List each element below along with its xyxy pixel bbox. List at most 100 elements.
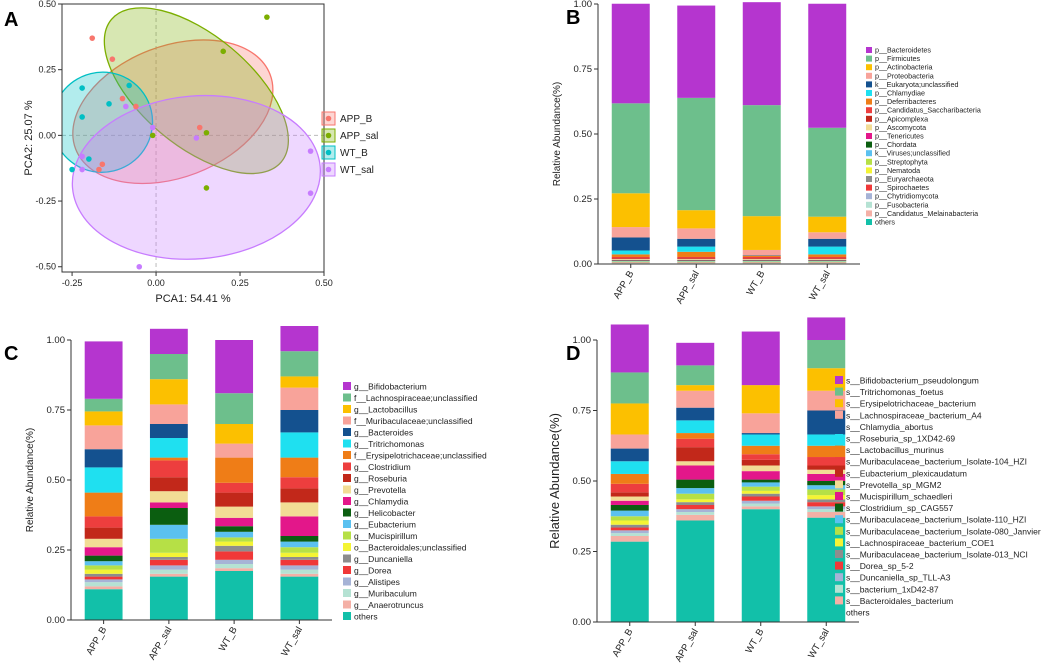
bar-segment-p-actinobacteria: [742, 216, 781, 250]
bar-segment-p-ascomycota: [611, 259, 650, 260]
legend-label: f__Lachnospiraceae;unclassified: [354, 393, 478, 403]
y-tick-label: 0.00: [47, 615, 66, 626]
bar-segment-g-helicobacter: [215, 526, 254, 532]
legend-label: k__Viruses;unclassified: [875, 149, 950, 158]
point-app-b: [96, 166, 102, 173]
legend-label: s__Muribaculaceae_bacterium_Isolate-013_…: [846, 550, 1028, 560]
bar-segment-p-deferribacteres: [808, 254, 847, 257]
panel-letter: C: [4, 343, 18, 365]
legend-swatch: [835, 538, 843, 547]
bar-segment-s-lachnospiraceae-bacterium-a4: [676, 390, 715, 408]
bar-segment-s-eubacterium-plexicaudatum: [807, 465, 846, 470]
bar-segment-g-chlamydia: [149, 502, 188, 508]
bar-segment-s-lachnospiraceae-bacterium-coe1: [741, 490, 780, 494]
bar-segment-g-helicobacter: [84, 555, 123, 562]
bar-segment-f-erysipelotrichaceae-unclassified: [84, 492, 123, 517]
point-wt-sal: [149, 124, 156, 131]
legend-swatch: [835, 387, 843, 396]
legend-label: s__Muribaculaceae_bacterium_Isolate-104_…: [846, 457, 1027, 467]
legend-swatch: [866, 193, 872, 200]
bar-segment-g-bacteroides: [280, 410, 319, 433]
x-axis-label: PCA1: 54.41 %: [155, 293, 230, 305]
bar-segment-p-chordata: [611, 260, 650, 261]
bar-segment-g-anaerotruncus: [215, 568, 254, 571]
bar-segment-k-viruses-unclassified: [742, 260, 781, 262]
bar-segment-g-dorea: [149, 559, 188, 566]
legend-point: [325, 115, 332, 122]
legend-swatch: [343, 589, 351, 597]
legend-label: s__Duncaniella_sp_TLL-A3: [846, 573, 951, 583]
bar-segment-p-tenericutes: [808, 259, 847, 261]
bar-segment-s-chlamydia-abortus: [741, 433, 780, 435]
x-tick-label: APP_sal: [147, 625, 175, 662]
bar-segment-p-streptophyta: [611, 261, 650, 262]
legend-label: s__Lactobacillus_murinus: [846, 445, 944, 455]
legend-swatch: [835, 445, 843, 454]
bar-segment-g-lactobacillus: [280, 376, 319, 388]
point-app-b: [196, 124, 203, 131]
bar-segment-f-lachnospiraceae-unclassified: [280, 351, 319, 377]
legend-swatch: [835, 573, 843, 582]
legend-swatch: [866, 115, 872, 122]
panel-letter: B: [566, 7, 580, 29]
bar-segment-f-erysipelotrichaceae-unclassified: [215, 457, 254, 483]
legend-label: others: [354, 612, 378, 622]
bar-segment-s-roseburia-sp-1xd42-69: [610, 461, 649, 474]
legend-label: p__Deferribacteres: [875, 97, 937, 106]
panel-letter: A: [4, 9, 18, 31]
bar-segment-s-mucispirillum-schaedleri: [741, 471, 780, 480]
bar-segment-s-chlamydia-abortus: [610, 448, 649, 462]
x-tick-label: APP_B: [612, 269, 637, 301]
bar-segment-s-muribaculaceae-bacterium-isolate-110-hzi: [807, 485, 846, 490]
bar-segment-s-duncaniella-sp-tll-a3: [610, 530, 649, 534]
y-tick-label: -0.25: [35, 196, 56, 206]
bar-segment-s-lactobacillus-murinus: [807, 445, 846, 458]
bar-segment-s-bifidobacterium-pseudolongum: [741, 331, 780, 386]
legend-label: g__Alistipes: [354, 577, 400, 587]
legend-swatch: [835, 492, 843, 500]
bar-segment-s-muribaculaceae-bacterium-isolate-110-hzi: [610, 510, 649, 517]
bar-segment-s-bacteroidales-bacterium: [807, 512, 846, 518]
bar-segment-g-helicobacter: [280, 536, 319, 542]
bar-segment-g-dorea: [215, 551, 254, 560]
legend-label: g__Clostridium: [354, 462, 411, 472]
bar-segment-g-bacteroides: [84, 449, 123, 468]
ellipse-app-sal: [103, 7, 290, 175]
legend-label: p__Euryarchaeota: [875, 175, 934, 184]
legend-swatch: [866, 107, 872, 114]
legend-label: p__Tenericutes: [875, 132, 924, 141]
bar-segment-g-prevotella: [84, 538, 123, 548]
legend-label: s__Muribaculaceae_bacterium_Isolate-080_…: [846, 526, 1041, 536]
legend-swatch: [343, 428, 351, 436]
y-tick-label: 0.25: [38, 65, 56, 75]
bar-segment-g-alistipes: [84, 579, 123, 583]
bar-segment-p-proteobacteria: [808, 232, 847, 239]
bar-segment-g-eubacterium: [280, 541, 319, 548]
legend-swatch: [866, 219, 872, 225]
legend-swatch: [866, 47, 872, 53]
legend-swatch: [343, 439, 351, 448]
bar-segment-others: [84, 589, 123, 620]
legend-label: o__Bacteroidales;unclassified: [354, 543, 467, 553]
legend-label: s__Bifidobacterium_pseudolongum: [846, 376, 979, 386]
bar-segment-g-bifidobacterium: [215, 340, 254, 394]
bar-segment-s-muribaculaceae-bacterium-isolate-013-nci: [610, 524, 649, 528]
bar-segment-f-muribaculaceae-unclassified: [280, 387, 319, 410]
bar-segment-g-anaerotruncus: [84, 586, 123, 590]
legend-swatch: [343, 566, 351, 574]
bar-segment-p-streptophyta: [808, 261, 847, 262]
plot-border: [61, 3, 325, 273]
bar-segment-s-tritrichomonas-foetus: [610, 372, 649, 404]
y-tick-label: 0.25: [573, 547, 592, 558]
bar-segment-g-roseburia: [215, 492, 254, 507]
bar-segment-f-lachnospiraceae-unclassified: [84, 398, 123, 412]
bar-segment-s-muribaculaceae-bacterium-isolate-080-janvier: [741, 486, 780, 491]
bar-segment-g-alistipes: [280, 565, 319, 570]
bar-segment-g-muribaculum: [280, 569, 319, 574]
legend-label: g__Mucispirillum: [354, 531, 417, 541]
bar-segment-s-tritrichomonas-foetus: [807, 340, 846, 369]
bar-segment-s-bacteroidales-bacterium: [741, 506, 780, 510]
bar-segment-s-lachnospiraceae-bacterium-coe1: [610, 520, 649, 525]
legend-swatch: [866, 184, 872, 191]
legend-label: s__Prevotella_sp_MGM2: [846, 480, 942, 490]
